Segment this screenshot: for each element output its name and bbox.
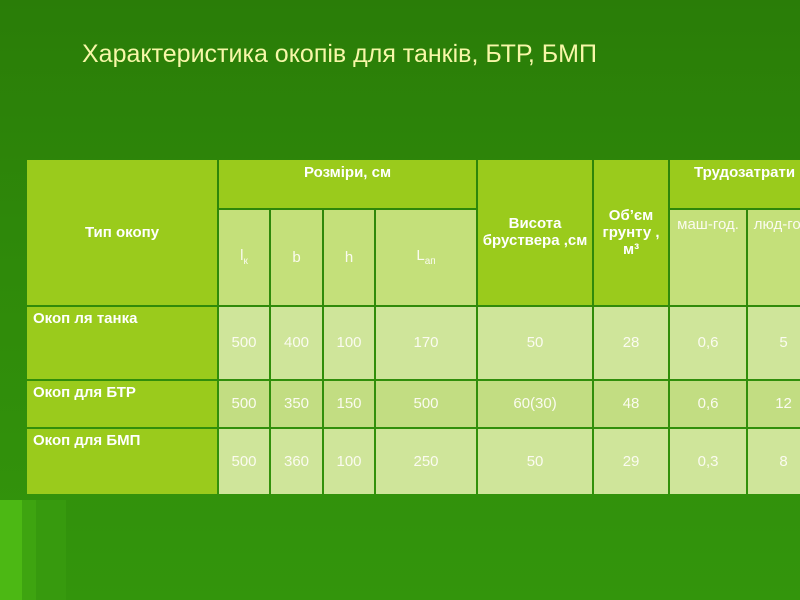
header-lap: Lап bbox=[376, 209, 477, 305]
cell-h: 100 bbox=[324, 306, 374, 379]
cell-volume: 29 bbox=[594, 429, 669, 494]
cell-volume: 48 bbox=[594, 380, 669, 428]
slide-title: Характеристика окопів для танків, БТР, Б… bbox=[82, 40, 597, 68]
cell-height: 50 bbox=[478, 306, 593, 379]
row-type: Окоп ля танка bbox=[27, 306, 217, 379]
header-man-hours: люд-год. bbox=[748, 209, 800, 305]
header-sizes: Розміри, см bbox=[219, 160, 477, 208]
cell-height: 60(30) bbox=[478, 380, 593, 428]
decor-stripe bbox=[22, 500, 36, 600]
cell-man-hours: 8 bbox=[748, 429, 800, 494]
header-type: Тип окопу bbox=[27, 160, 217, 305]
header-volume: Об’єм грунту , м³ bbox=[594, 160, 669, 305]
cell-lk: 500 bbox=[219, 429, 269, 494]
cell-man-hours: 12 bbox=[748, 380, 800, 428]
header-lk: lк bbox=[219, 209, 269, 305]
decor-stripe bbox=[36, 500, 66, 600]
cell-volume: 28 bbox=[594, 306, 669, 379]
table-row: Окоп для БТР 500 350 150 500 60(30) 48 0… bbox=[27, 380, 800, 428]
cell-mach-hours: 0,3 bbox=[670, 429, 747, 494]
cell-h: 150 bbox=[324, 380, 374, 428]
table-row: Окоп ля танка 500 400 100 170 50 28 0,6 … bbox=[27, 306, 800, 379]
header-labor: Трудозатрати bbox=[670, 160, 800, 208]
cell-lk: 500 bbox=[219, 306, 269, 379]
row-type: Окоп для БМП bbox=[27, 429, 217, 494]
header-height: Висота бруствера ,см bbox=[478, 160, 593, 305]
cell-b: 400 bbox=[271, 306, 322, 379]
cell-lk: 500 bbox=[219, 380, 269, 428]
row-type: Окоп для БТР bbox=[27, 380, 217, 428]
decor-stripe bbox=[0, 500, 22, 600]
cell-man-hours: 5 bbox=[748, 306, 800, 379]
trench-table: Тип окопу Розміри, см Висота бруствера ,… bbox=[25, 158, 800, 496]
cell-b: 350 bbox=[271, 380, 322, 428]
cell-lap: 250 bbox=[376, 429, 477, 494]
header-h: h bbox=[324, 209, 374, 305]
cell-h: 100 bbox=[324, 429, 374, 494]
cell-mach-hours: 0,6 bbox=[670, 380, 747, 428]
header-b: b bbox=[271, 209, 322, 305]
table-row: Окоп для БМП 500 360 100 250 50 29 0,3 8 bbox=[27, 429, 800, 494]
cell-lap: 500 bbox=[376, 380, 477, 428]
header-mach-hours: маш-год. bbox=[670, 209, 747, 305]
cell-mach-hours: 0,6 bbox=[670, 306, 747, 379]
cell-height: 50 bbox=[478, 429, 593, 494]
cell-lap: 170 bbox=[376, 306, 477, 379]
cell-b: 360 bbox=[271, 429, 322, 494]
